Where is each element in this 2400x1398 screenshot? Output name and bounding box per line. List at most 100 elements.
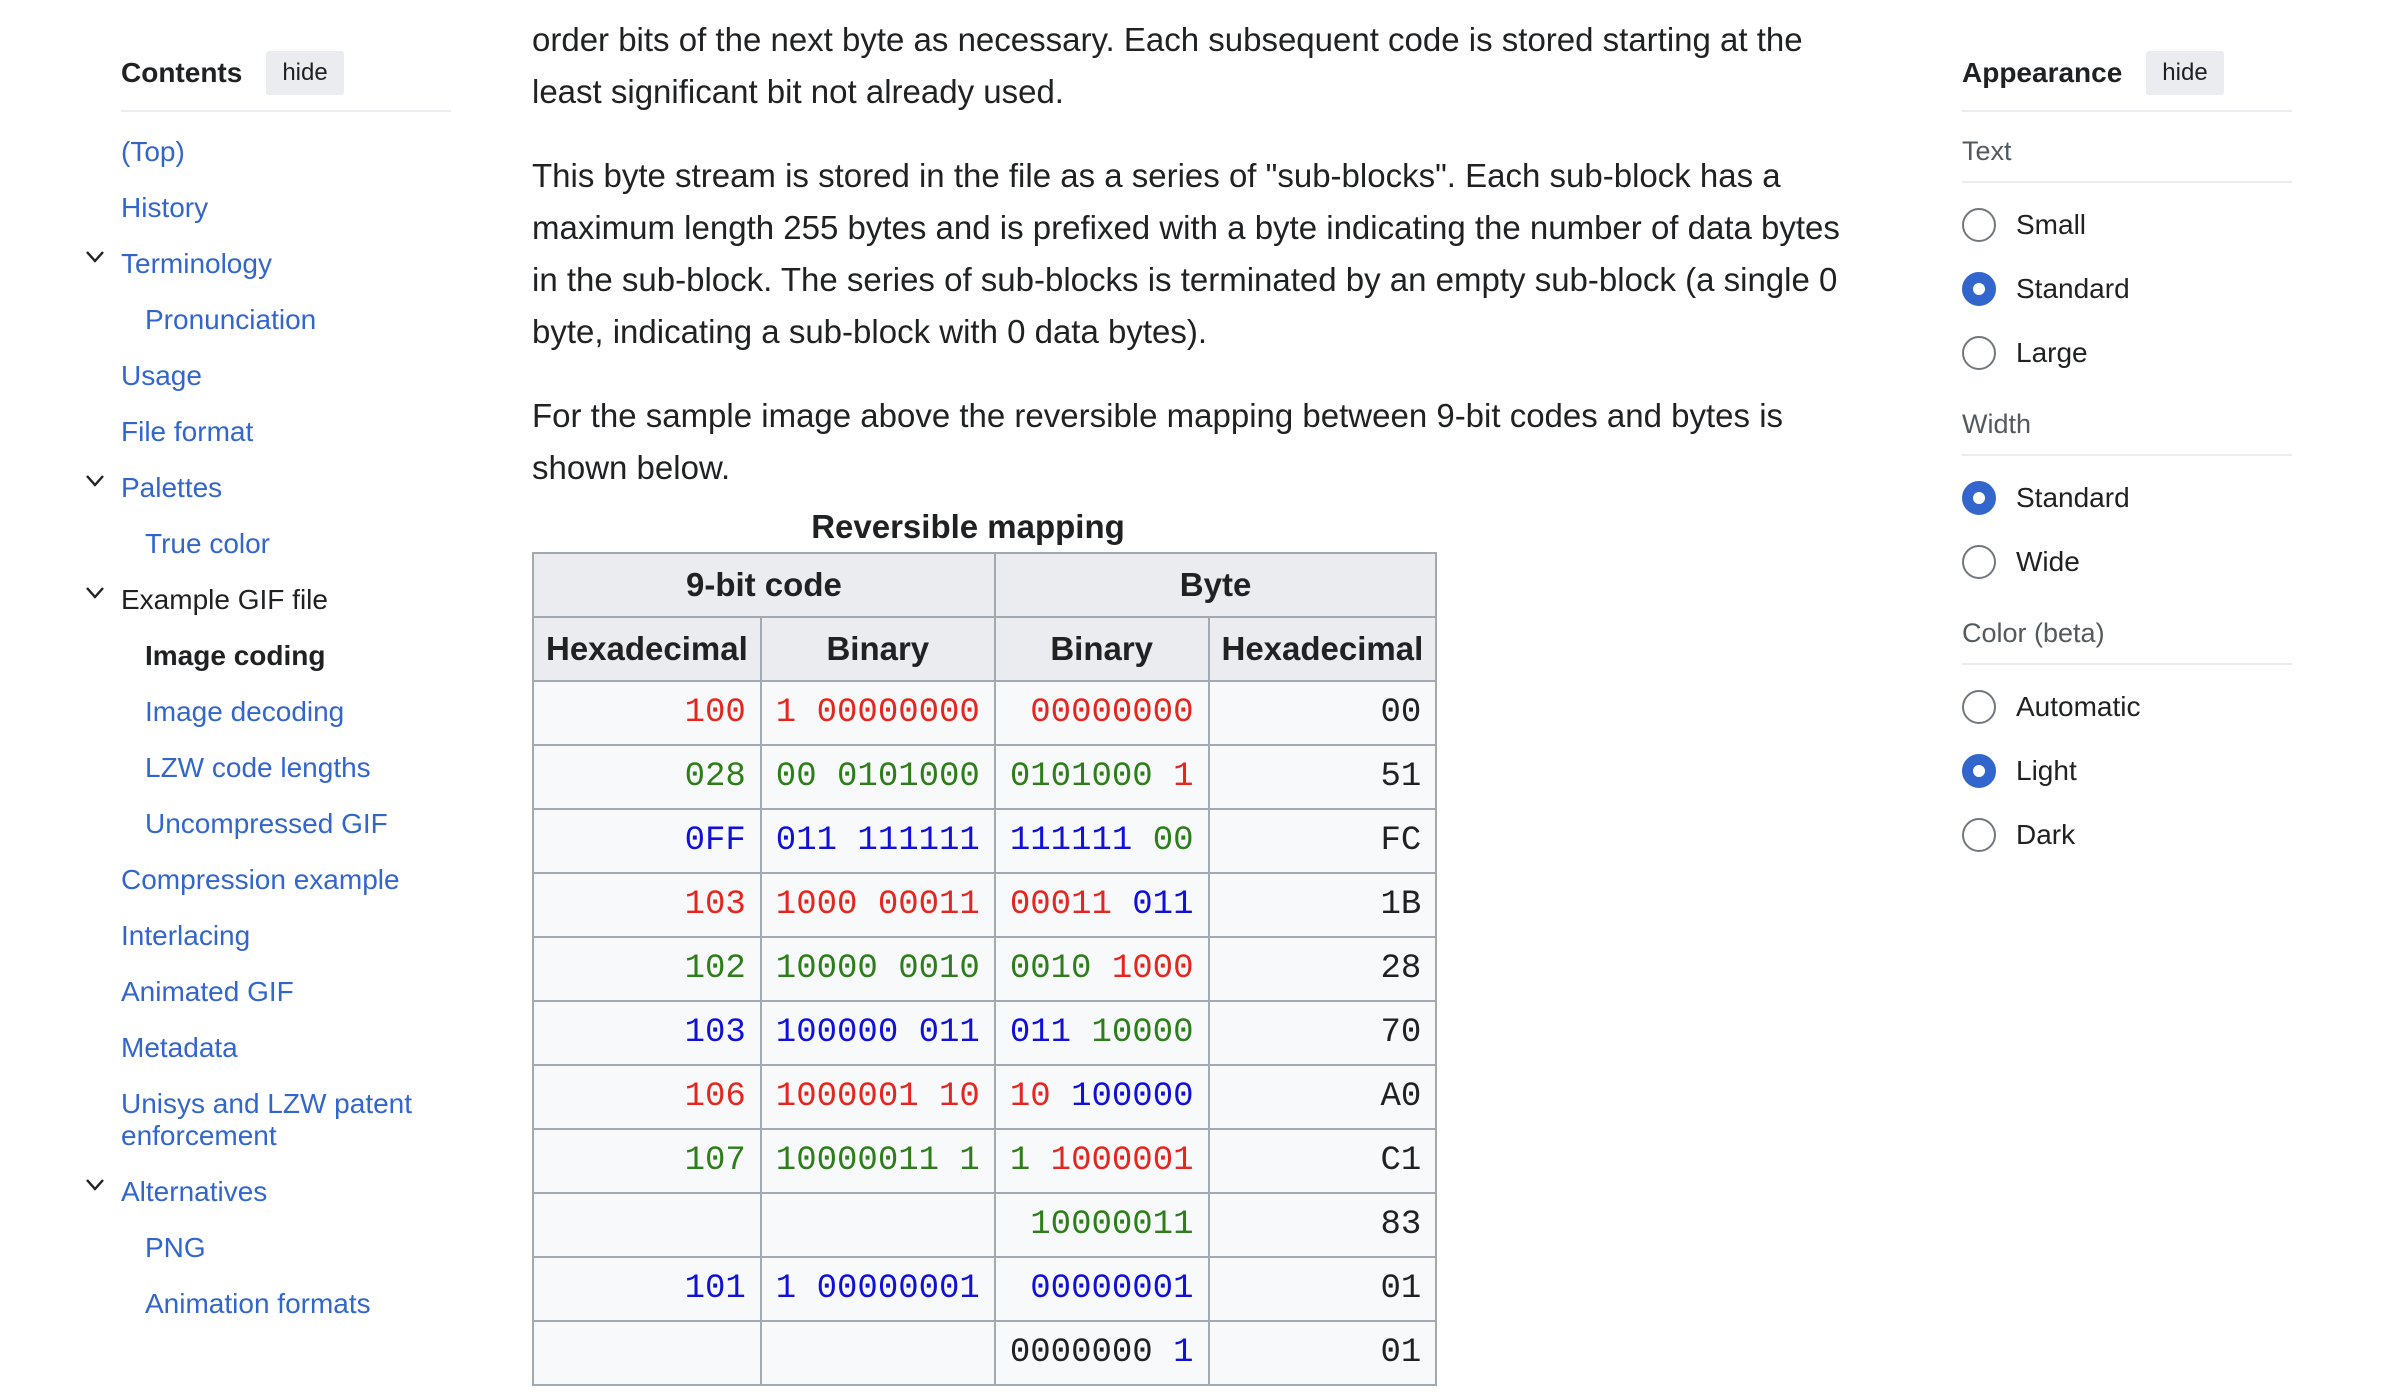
cell-segment: 28 bbox=[1380, 950, 1422, 988]
radio-group-text: Small Standard Large bbox=[1962, 193, 2292, 385]
radio-checked-icon[interactable] bbox=[1962, 481, 1996, 515]
toc-item-label: Example GIF file bbox=[121, 584, 328, 615]
cell-segment: 83 bbox=[1380, 1206, 1422, 1244]
cell-segment: 101 bbox=[684, 1270, 746, 1308]
toc-item-label: Terminology bbox=[121, 248, 272, 279]
toc-item-png[interactable]: PNG bbox=[121, 1222, 451, 1278]
mapping-table-body: 100 1 00000000 00000000 00 028 00 0101000 0101… bbox=[532, 680, 1438, 1386]
toc-item-animated-gif[interactable]: Animated GIF bbox=[121, 966, 451, 1022]
cell-code-binary: 10000011 1 bbox=[759, 1128, 996, 1194]
reversible-mapping-table: 9-bit code Byte Hexadecimal Binary Binar… bbox=[532, 552, 1438, 1386]
option-width-wide[interactable]: Wide bbox=[1962, 530, 2292, 594]
cell-byte-binary: 011 10000 bbox=[993, 1000, 1210, 1066]
paragraph-code-storage: order bits of the next byte as necessary… bbox=[532, 21, 1803, 110]
toc-list: (Top) History Terminology Pronunciation Usag… bbox=[86, 126, 451, 1334]
toc-item-image-decoding[interactable]: Image decoding bbox=[121, 686, 451, 742]
cell-code-hex: 102 bbox=[532, 936, 762, 1002]
cell-segment: 1000001 bbox=[1050, 1142, 1194, 1180]
chevron-down-icon[interactable] bbox=[85, 474, 104, 492]
toc-item-palettes[interactable]: Palettes bbox=[86, 462, 451, 518]
toc-item-compression-example[interactable]: Compression example bbox=[121, 854, 451, 910]
radio-group-width: Standard Wide bbox=[1962, 466, 2292, 594]
cell-byte-binary: 00011 011 bbox=[993, 872, 1210, 938]
toc-item-terminology[interactable]: Terminology bbox=[86, 238, 451, 294]
chevron-down-icon[interactable] bbox=[85, 1178, 104, 1196]
cell-segment: 70 bbox=[1380, 1014, 1422, 1052]
cell-segment: 1 bbox=[1173, 1334, 1194, 1372]
toc-item-pronunciation[interactable]: Pronunciation bbox=[121, 294, 451, 350]
option-width-standard[interactable]: Standard bbox=[1962, 466, 2292, 530]
cell-byte-binary: 10000011 bbox=[993, 1192, 1210, 1258]
toc-item-label: Usage bbox=[121, 360, 202, 391]
table-row: 101 1 00000001 00000001 01 bbox=[532, 1256, 1438, 1322]
option-color-beta-dark[interactable]: Dark bbox=[1962, 803, 2292, 867]
toc-item-top[interactable]: (Top) bbox=[121, 126, 451, 182]
column-header-code-binary: Binary bbox=[759, 616, 996, 682]
cell-segment: 1000 00011 bbox=[775, 886, 980, 924]
cell-byte-binary: 0000000 1 bbox=[993, 1320, 1210, 1386]
cell-byte-hex: 01 bbox=[1207, 1256, 1438, 1322]
cell-byte-hex: 1B bbox=[1207, 872, 1438, 938]
chevron-down-icon[interactable] bbox=[85, 586, 104, 604]
cell-segment: 1000001 10 bbox=[775, 1078, 980, 1116]
cell-code-hex: 101 bbox=[532, 1256, 762, 1322]
radio-unchecked-icon[interactable] bbox=[1962, 336, 1996, 370]
table-row: 107 10000011 1 1 1000001 C1 bbox=[532, 1128, 1438, 1194]
toc-item-label: Compression example bbox=[121, 864, 400, 895]
toc-item-unisys-and-lzw-patent-enforcement[interactable]: Unisys and LZW patent enforcement bbox=[121, 1078, 451, 1166]
cell-segment: 011 111111 bbox=[775, 822, 980, 860]
cell-byte-hex: 28 bbox=[1207, 936, 1438, 1002]
group-header-byte: Byte bbox=[993, 552, 1438, 618]
toc-item-history[interactable]: History bbox=[121, 182, 451, 238]
radio-unchecked-icon[interactable] bbox=[1962, 208, 1996, 242]
toc-item-lzw-code-lengths[interactable]: LZW code lengths bbox=[121, 742, 451, 798]
radio-unchecked-icon[interactable] bbox=[1962, 690, 1996, 724]
toc-item-image-coding[interactable]: Image coding bbox=[121, 630, 451, 686]
cell-code-binary bbox=[759, 1192, 996, 1258]
toc-item-alternatives[interactable]: Alternatives bbox=[86, 1166, 451, 1222]
appearance-hide-button[interactable]: hide bbox=[2146, 51, 2224, 95]
chevron-down-icon[interactable] bbox=[85, 250, 104, 268]
option-text-large[interactable]: Large bbox=[1962, 321, 2292, 385]
toc-item-file-format[interactable]: File format bbox=[121, 406, 451, 462]
cell-code-hex bbox=[532, 1192, 762, 1258]
toc-item-uncompressed-gif[interactable]: Uncompressed GIF bbox=[121, 798, 451, 854]
toc-item-example-gif-file[interactable]: Example GIF file bbox=[86, 574, 451, 630]
cell-byte-binary: 111111 00 bbox=[993, 808, 1210, 874]
table-caption: Reversible mapping bbox=[811, 508, 1125, 545]
toc-item-interlacing[interactable]: Interlacing bbox=[121, 910, 451, 966]
cell-byte-hex: 00 bbox=[1207, 680, 1438, 746]
cell-segment: 01 bbox=[1380, 1334, 1422, 1372]
cell-code-hex: 028 bbox=[532, 744, 762, 810]
option-text-standard[interactable]: Standard bbox=[1962, 257, 2292, 321]
toc-item-metadata[interactable]: Metadata bbox=[121, 1022, 451, 1078]
cell-code-hex: 103 bbox=[532, 872, 762, 938]
radio-unchecked-icon[interactable] bbox=[1962, 818, 1996, 852]
toc-item-true-color[interactable]: True color bbox=[121, 518, 451, 574]
cell-byte-binary: 0010 1000 bbox=[993, 936, 1210, 1002]
cell-code-binary: 1000001 10 bbox=[759, 1064, 996, 1130]
cell-code-binary bbox=[759, 1320, 996, 1386]
radio-label: Standard bbox=[2016, 273, 2130, 304]
table-row: 102 10000 0010 0010 1000 28 bbox=[532, 936, 1438, 1002]
toc-item-label: History bbox=[121, 192, 209, 223]
cell-code-binary: 00 0101000 bbox=[759, 744, 996, 810]
radio-checked-icon[interactable] bbox=[1962, 272, 1996, 306]
table-row: 0FF 011 111111 111111 00 FC bbox=[532, 808, 1438, 874]
radio-unchecked-icon[interactable] bbox=[1962, 545, 1996, 579]
toc-item-label: (Top) bbox=[121, 136, 185, 167]
toc-item-animation-formats[interactable]: Animation formats bbox=[121, 1278, 451, 1334]
radio-label: Large bbox=[2016, 337, 2088, 368]
cell-byte-hex: 51 bbox=[1207, 744, 1438, 810]
radio-checked-icon[interactable] bbox=[1962, 754, 1996, 788]
cell-segment: 51 bbox=[1380, 758, 1422, 796]
toc-item-label: Pronunciation bbox=[145, 304, 317, 335]
toc-item-label: Animated GIF bbox=[121, 976, 294, 1007]
option-color-beta-light[interactable]: Light bbox=[1962, 739, 2292, 803]
option-text-small[interactable]: Small bbox=[1962, 193, 2292, 257]
option-color-beta-automatic[interactable]: Automatic bbox=[1962, 675, 2292, 739]
toc-item-usage[interactable]: Usage bbox=[121, 350, 451, 406]
cell-segment: 1 00000001 bbox=[775, 1270, 980, 1308]
radio-label: Dark bbox=[2016, 819, 2076, 850]
toc-hide-button[interactable]: hide bbox=[266, 51, 344, 95]
